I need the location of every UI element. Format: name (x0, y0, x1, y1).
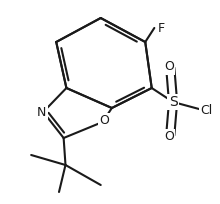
Text: F: F (158, 22, 165, 35)
Text: O: O (164, 60, 174, 73)
Text: O: O (164, 130, 174, 143)
Text: N: N (37, 105, 46, 119)
Text: Cl: Cl (200, 103, 213, 116)
Text: O: O (100, 114, 110, 128)
Text: S: S (169, 95, 177, 109)
